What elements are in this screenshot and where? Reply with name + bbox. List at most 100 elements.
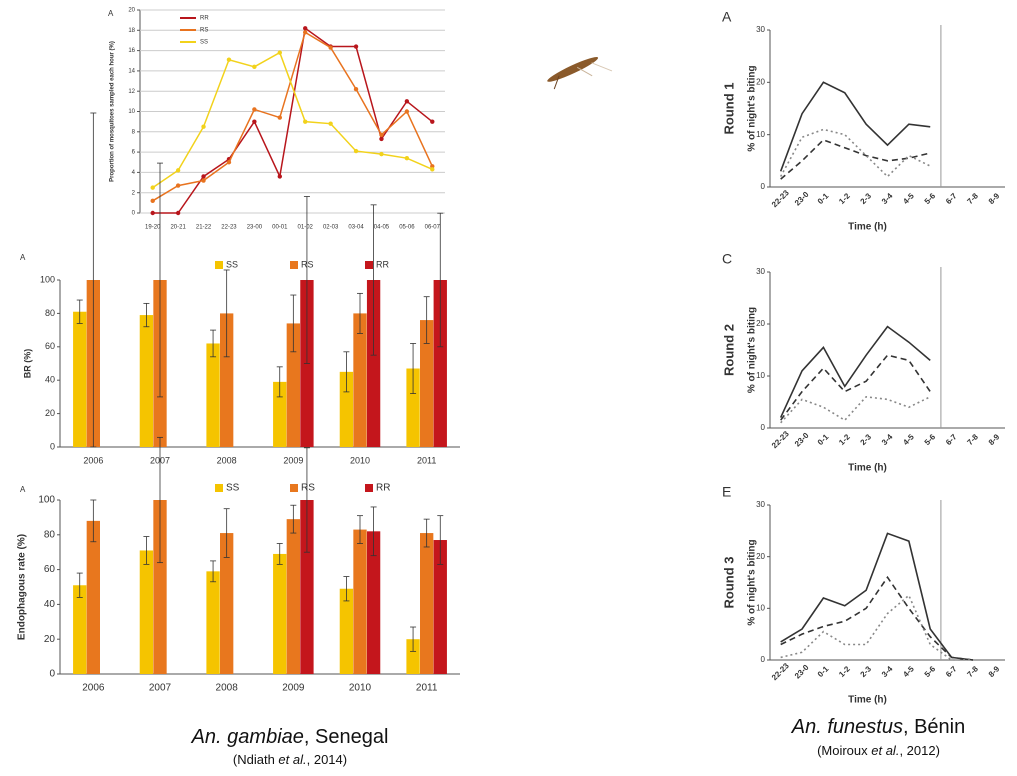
y-axis-label: Proportion of mosquitoes sampled each ho… — [110, 41, 116, 182]
error-bar — [437, 212, 444, 348]
panel-label: A — [108, 9, 114, 18]
y-tick-label: 0 — [761, 423, 766, 432]
x-tick-label: 8-9 — [987, 191, 1002, 206]
point — [379, 151, 384, 157]
point — [303, 119, 308, 124]
error-bar — [357, 515, 363, 544]
x-tick-label: 4-5 — [901, 664, 916, 679]
y-tick-label: 30 — [756, 267, 765, 276]
error-bar — [357, 292, 363, 334]
x-tick-label: 2-3 — [859, 432, 874, 447]
line — [152, 51, 433, 189]
line — [780, 138, 931, 180]
y-tick-label: 60 — [45, 341, 55, 351]
error-bar — [223, 508, 230, 558]
point — [175, 183, 181, 188]
point — [277, 50, 282, 55]
x-tick-label: 5-6 — [923, 432, 938, 447]
y-axis-label: % of night's biting — [747, 539, 758, 625]
line — [152, 31, 433, 202]
legend-label: RS — [301, 259, 314, 269]
error-bar — [410, 343, 417, 394]
caption: An. funestus, Bénin — [740, 716, 1017, 739]
bar — [206, 343, 220, 447]
x-tick-label: 23-00 — [247, 225, 263, 231]
y-tick-label: 16 — [128, 48, 135, 54]
line — [152, 26, 433, 214]
legend-label: SS — [226, 483, 240, 494]
y-tick-label: 20 — [44, 634, 56, 645]
error-bar — [90, 112, 97, 448]
y-axis-label: Endophagous rate (%) — [17, 534, 28, 640]
x-tick-label: 04-05 — [374, 225, 390, 231]
x-tick-label: 4-5 — [901, 432, 916, 447]
y-tick-label: 18 — [128, 28, 135, 34]
x-tick-label: 21-22 — [196, 225, 212, 231]
point — [277, 174, 282, 179]
error-bar — [370, 506, 377, 557]
bar — [406, 368, 420, 447]
bar — [353, 313, 367, 447]
y-tick-label: 40 — [44, 599, 56, 610]
error-bar — [343, 576, 350, 602]
line — [780, 395, 931, 424]
y-tick-label: 80 — [45, 308, 55, 318]
bar — [206, 571, 220, 674]
y-tick-label: 10 — [756, 371, 765, 380]
y-tick-label: 0 — [761, 655, 766, 664]
y-tick-label: 8 — [132, 129, 136, 135]
bar — [139, 550, 154, 674]
point — [252, 119, 257, 124]
bar — [339, 588, 354, 674]
point — [201, 124, 206, 129]
line — [779, 128, 931, 178]
legend-swatch — [215, 484, 223, 492]
x-tick-label: 0-1 — [816, 191, 831, 206]
legend-label: RR — [200, 16, 209, 22]
x-tick-label: 5-6 — [923, 191, 938, 206]
x-tick-label: 2009 — [282, 683, 305, 694]
panel-label: A — [722, 9, 732, 25]
bar — [86, 520, 100, 674]
bar — [153, 500, 167, 674]
bar — [353, 529, 367, 674]
legend-swatch — [290, 261, 298, 269]
error-bar — [370, 204, 377, 356]
point — [353, 148, 359, 154]
bar — [273, 553, 287, 674]
x-tick-label: 05-06 — [399, 225, 415, 231]
y-tick-label: 30 — [756, 500, 765, 509]
panel-label: A — [20, 253, 26, 262]
x-tick-label: 2007 — [149, 683, 172, 694]
point — [175, 210, 181, 216]
error-bar — [76, 572, 83, 598]
y-tick-label: 20 — [756, 319, 765, 328]
y-tick-label: 40 — [45, 375, 55, 385]
mosquito-leg — [553, 75, 560, 90]
x-tick-label: 00-01 — [272, 225, 288, 231]
x-tick-label: 3-4 — [880, 664, 895, 679]
y-tick-label: 100 — [38, 495, 55, 506]
panel-label: E — [722, 484, 731, 500]
bar — [300, 500, 314, 674]
x-tick-label: 20-21 — [170, 225, 186, 231]
citation-year: , 2014) — [306, 752, 348, 767]
point — [150, 210, 155, 216]
y-tick-label: 20 — [756, 552, 765, 561]
bar — [366, 531, 381, 674]
y-tick-label: 2 — [132, 190, 136, 196]
error-bar — [276, 366, 283, 398]
mosquito-icon — [547, 57, 613, 90]
line — [780, 575, 974, 661]
x-tick-label: 0-1 — [816, 432, 831, 447]
y-tick-label: 10 — [128, 109, 135, 115]
caption-citation: (Ndiath et al., 2014) — [100, 752, 480, 767]
x-tick-label: 6-7 — [944, 432, 959, 447]
x-tick-label: 03-04 — [348, 225, 364, 231]
x-tick-label: 2006 — [83, 455, 103, 465]
caption-place: , Bénin — [902, 716, 966, 738]
y-tick-label: 0 — [761, 182, 766, 191]
x-tick-label: 7-8 — [965, 191, 980, 206]
bar — [286, 323, 300, 447]
